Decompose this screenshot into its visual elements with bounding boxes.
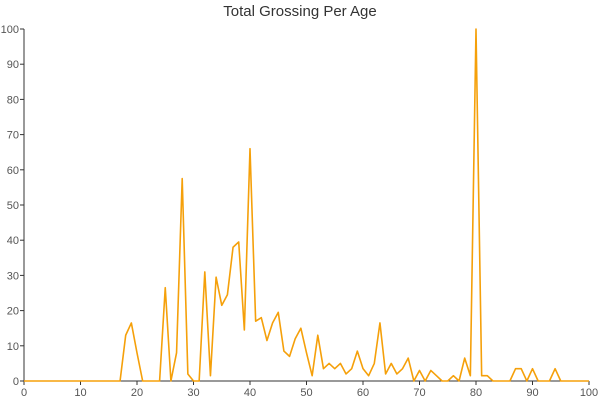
- y-tick-label: 20: [7, 306, 19, 318]
- y-tick-label: 0: [13, 376, 19, 388]
- y-tick-label: 10: [7, 341, 19, 353]
- y-axis: 0 10 20 30 40 50 60 70 80 90 100: [1, 24, 25, 388]
- x-axis: 0 10 20 30 40 50 60 70 80 90 100: [21, 380, 598, 399]
- x-tick-label: 0: [21, 387, 27, 399]
- x-tick-label: 10: [74, 387, 86, 399]
- y-tick-label: 100: [1, 24, 19, 36]
- y-tick-label: 30: [7, 270, 19, 282]
- y-tick-label: 90: [7, 59, 19, 71]
- x-tick-label: 80: [470, 387, 482, 399]
- x-tick-label: 90: [526, 387, 538, 399]
- y-tick-label: 40: [7, 235, 19, 247]
- x-tick-label: 70: [413, 387, 425, 399]
- chart-title: Total Grossing Per Age: [223, 3, 377, 20]
- y-tick-label: 60: [7, 165, 19, 177]
- y-tick-label: 80: [7, 94, 19, 106]
- x-tick-label: 50: [300, 387, 312, 399]
- x-tick-label: 30: [187, 387, 199, 399]
- y-tick-label: 50: [7, 200, 19, 212]
- plot-area: [24, 28, 589, 382]
- x-tick-label: 100: [580, 387, 598, 399]
- x-tick-label: 20: [131, 387, 143, 399]
- series-line: [24, 28, 589, 382]
- x-tick-label: 60: [357, 387, 369, 399]
- y-tick-label: 70: [7, 130, 19, 142]
- x-tick-label: 40: [244, 387, 256, 399]
